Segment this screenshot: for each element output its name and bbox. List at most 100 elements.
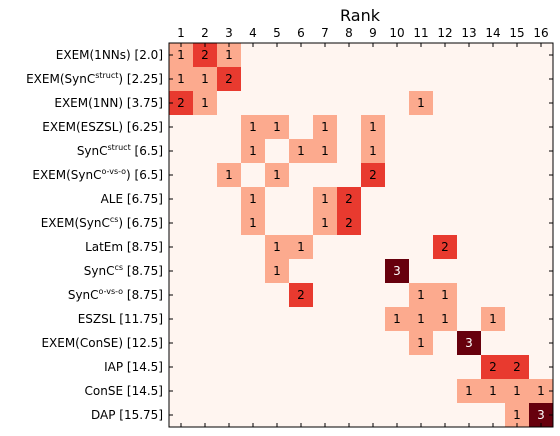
heatmap-cell <box>457 307 481 331</box>
heatmap-cell-label: 1 <box>297 144 305 158</box>
heatmap-cell <box>481 355 505 379</box>
heatmap-cell <box>505 211 529 235</box>
heatmap-cell <box>433 283 457 307</box>
heatmap-cell <box>337 307 361 331</box>
heatmap-cell-label: 2 <box>489 360 497 374</box>
x-tick-label: 3 <box>225 26 233 40</box>
heatmap-cell <box>241 331 265 355</box>
heatmap-cell-label: 1 <box>513 408 521 422</box>
heatmap-cell <box>337 91 361 115</box>
heatmap-cell <box>241 163 265 187</box>
heatmap-cell <box>289 91 313 115</box>
heatmap-cell <box>409 283 433 307</box>
heatmap-cell-label: 1 <box>273 120 281 134</box>
heatmap-cell <box>313 91 337 115</box>
heatmap-cell <box>313 235 337 259</box>
heatmap-cell <box>361 331 385 355</box>
heatmap-cell-label: 2 <box>225 72 233 86</box>
heatmap-cell <box>361 187 385 211</box>
heatmap-cell <box>409 235 433 259</box>
heatmap-cell <box>217 139 241 163</box>
heatmap-cell <box>409 331 433 355</box>
y-tick-label: SynCo-vs-o [8.75] <box>68 287 163 302</box>
heatmap-cell <box>217 67 241 91</box>
heatmap-cell <box>433 91 457 115</box>
heatmap-cell <box>241 91 265 115</box>
heatmap-cell <box>433 115 457 139</box>
heatmap-cell <box>265 355 289 379</box>
heatmap-cell <box>241 67 265 91</box>
heatmap-cell-label: 1 <box>225 48 233 62</box>
heatmap-cell-label: 1 <box>249 216 257 230</box>
x-tick-label: 11 <box>413 26 428 40</box>
heatmap-cell <box>193 187 217 211</box>
heatmap-cell <box>409 379 433 403</box>
heatmap-cell <box>313 331 337 355</box>
heatmap-cell <box>433 355 457 379</box>
heatmap-cell <box>361 139 385 163</box>
heatmap-cell <box>433 139 457 163</box>
x-tick-label: 4 <box>249 26 257 40</box>
heatmap-cell <box>265 211 289 235</box>
heatmap-cell <box>361 67 385 91</box>
heatmap-cell-label: 1 <box>417 312 425 326</box>
y-tick-label: EXEM(SynCcs) [6.75] <box>41 215 163 230</box>
heatmap-cell <box>409 115 433 139</box>
heatmap-cell-label: 1 <box>321 144 329 158</box>
heatmap-cell <box>481 211 505 235</box>
heatmap-cell <box>481 379 505 403</box>
y-tick-label: DAP [15.75] <box>91 408 163 422</box>
heatmap-cell <box>265 259 289 283</box>
x-tick-label: 9 <box>369 26 377 40</box>
heatmap-cell <box>265 283 289 307</box>
heatmap-cell <box>457 235 481 259</box>
heatmap-cell <box>505 115 529 139</box>
x-tick-label: 7 <box>321 26 329 40</box>
heatmap-cell <box>433 259 457 283</box>
heatmap-cell <box>241 139 265 163</box>
y-tick-label: EXEM(SynCo-vs-o) [6.5] <box>32 167 163 182</box>
heatmap-cell-label: 2 <box>201 48 209 62</box>
heatmap-cell <box>457 379 481 403</box>
heatmap-cell-label: 1 <box>441 288 449 302</box>
heatmap-cell <box>385 379 409 403</box>
heatmap-cell <box>361 379 385 403</box>
heatmap-cell <box>265 163 289 187</box>
heatmap-cell <box>481 259 505 283</box>
heatmap-cell <box>385 67 409 91</box>
heatmap-cell <box>505 331 529 355</box>
heatmap-cell <box>457 67 481 91</box>
heatmap-cell <box>337 355 361 379</box>
heatmap-cell <box>265 379 289 403</box>
heatmap-cell <box>313 355 337 379</box>
heatmap-cell <box>241 283 265 307</box>
heatmap-cell <box>433 163 457 187</box>
heatmap-cell <box>265 307 289 331</box>
heatmap-cell <box>313 139 337 163</box>
x-tick-label: 8 <box>345 26 353 40</box>
x-tick-label: 12 <box>437 26 452 40</box>
heatmap-cell <box>337 211 361 235</box>
heatmap-cell <box>337 379 361 403</box>
heatmap-cell <box>409 187 433 211</box>
heatmap-cells <box>169 43 553 427</box>
y-tick-label: ALE [6.75] <box>101 192 163 206</box>
y-tick-label: EXEM(SynCstruct) [2.25] <box>26 71 163 86</box>
heatmap-cell <box>193 211 217 235</box>
heatmap-cell <box>505 259 529 283</box>
heatmap-cell <box>481 115 505 139</box>
heatmap-cell <box>217 355 241 379</box>
heatmap-cell <box>313 307 337 331</box>
heatmap-cell <box>313 187 337 211</box>
heatmap-cell-label: 1 <box>465 384 473 398</box>
heatmap-cell <box>409 67 433 91</box>
heatmap-cell <box>361 307 385 331</box>
heatmap-cell <box>193 379 217 403</box>
heatmap-cell <box>337 163 361 187</box>
y-tick-label: EXEM(ConSE) [12.5] <box>41 336 163 350</box>
heatmap-cell <box>289 259 313 283</box>
heatmap-cell <box>433 307 457 331</box>
heatmap-cell <box>313 259 337 283</box>
heatmap-cell <box>361 115 385 139</box>
heatmap-cell <box>481 235 505 259</box>
